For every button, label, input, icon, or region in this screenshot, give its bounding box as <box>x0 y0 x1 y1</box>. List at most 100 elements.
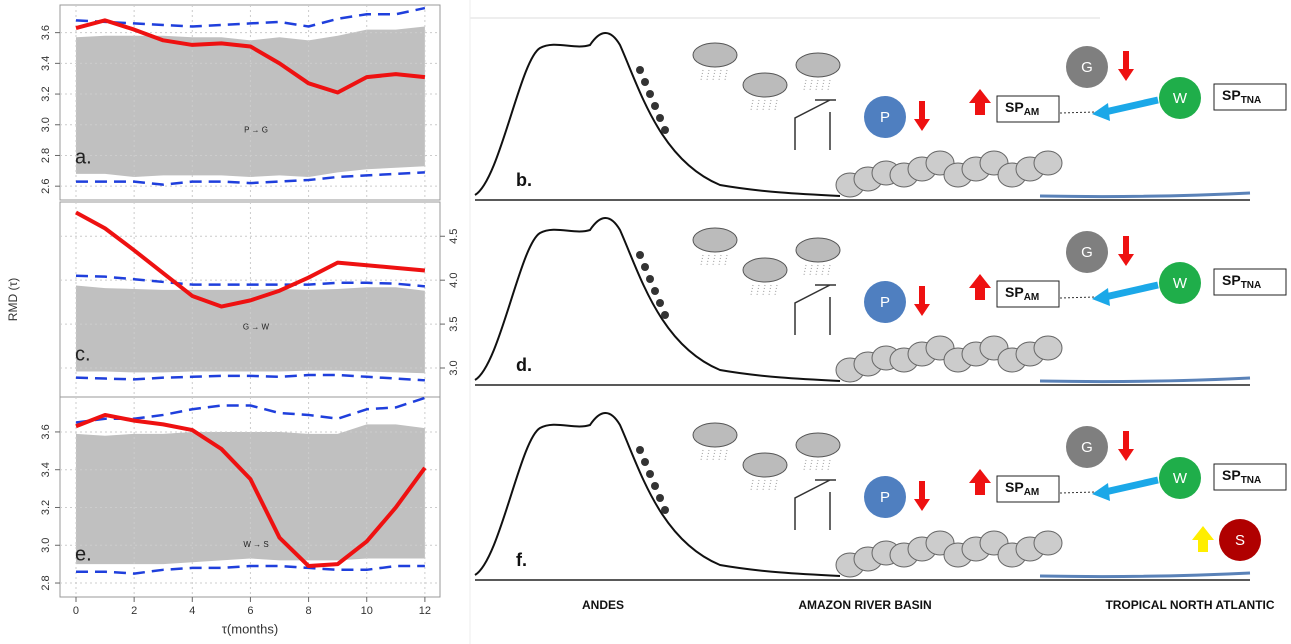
forest-tree <box>1033 530 1063 556</box>
panel-label: b. <box>516 170 532 190</box>
sp-label: SPTNA <box>1222 87 1261 106</box>
increase-arrow <box>969 469 991 495</box>
x-tick-label: 4 <box>189 605 195 617</box>
rmd-line <box>75 412 427 569</box>
variable-node <box>1066 426 1108 468</box>
slope-tree <box>651 287 659 295</box>
confidence-band <box>75 285 425 374</box>
y-tick-label: 2.8 <box>40 575 52 590</box>
panel-label: e. <box>75 543 92 565</box>
andes-mountain <box>474 217 841 382</box>
y-tick-label: 3.6 <box>40 25 52 40</box>
y-axis-label: RMD (τ) <box>6 278 20 321</box>
rain <box>762 479 766 491</box>
x-tick-label: 0 <box>73 605 79 617</box>
rain <box>821 79 825 91</box>
slope-tree <box>646 470 654 478</box>
slope-tree <box>636 446 644 454</box>
rain <box>718 69 722 81</box>
rain <box>815 79 819 91</box>
node-label: W <box>1173 275 1188 292</box>
rain <box>700 449 704 461</box>
recycling-arrows <box>794 99 836 150</box>
annotation: G → W <box>243 323 270 332</box>
sp-sub: AM <box>1024 292 1040 303</box>
y-tick-label: 3.4 <box>40 462 52 477</box>
slope-tree <box>636 66 644 74</box>
increase-arrow <box>969 89 991 115</box>
node-label: S <box>1235 532 1245 549</box>
slope-tree <box>656 299 664 307</box>
link-line <box>1059 296 1096 299</box>
rain <box>712 69 716 81</box>
region-label: AMAZON RIVER BASIN <box>798 598 931 612</box>
andes-mountain <box>474 32 841 197</box>
confidence-band <box>75 424 425 565</box>
forest-tree <box>1033 150 1063 176</box>
variable-node <box>1066 46 1108 88</box>
rain <box>821 264 825 276</box>
rain <box>700 254 704 266</box>
slope-tree <box>651 482 659 490</box>
rain <box>803 264 807 276</box>
variable-node <box>1159 262 1201 304</box>
cloud <box>692 227 738 253</box>
rain <box>750 479 754 491</box>
rain <box>750 99 754 111</box>
slope-tree <box>646 275 654 283</box>
link-line <box>1059 491 1096 494</box>
sp-box <box>996 280 1060 308</box>
rain <box>756 99 760 111</box>
cloud <box>795 52 841 78</box>
sp-sub: TNA <box>1241 95 1262 106</box>
recycling-arrows <box>794 479 836 530</box>
rain <box>756 284 760 296</box>
sp-box <box>1213 83 1287 111</box>
node-label: G <box>1081 439 1093 456</box>
node-label: P <box>880 294 890 311</box>
y-tick-label: 3.5 <box>448 316 460 331</box>
slope-tree <box>641 458 649 466</box>
rain <box>762 284 766 296</box>
envelope-line <box>75 171 425 186</box>
sp-sub: TNA <box>1241 475 1262 486</box>
variable-node <box>1066 231 1108 273</box>
sp-main: SP <box>1005 479 1024 495</box>
cloud <box>742 72 788 98</box>
rain <box>809 79 813 91</box>
rmd-line <box>75 18 426 95</box>
slope-tree <box>656 494 664 502</box>
sp-sub: AM <box>1024 487 1040 498</box>
rain <box>750 284 754 296</box>
rain <box>809 264 813 276</box>
y-tick-label: 3.2 <box>40 86 52 101</box>
slope-tree <box>656 114 664 122</box>
panel-label: d. <box>516 355 532 375</box>
region-label: ANDES <box>582 598 624 612</box>
rain <box>774 284 778 296</box>
y-tick-label: 3.0 <box>40 538 52 553</box>
slope-tree <box>661 311 669 319</box>
decrease-arrow <box>914 101 930 131</box>
sp-sub: AM <box>1024 107 1040 118</box>
rmd-line <box>75 210 426 309</box>
variable-node <box>1219 519 1261 561</box>
node-label: P <box>880 489 890 506</box>
envelope-line <box>75 6 426 28</box>
node-label: P <box>880 109 890 126</box>
x-tick-label: 10 <box>361 605 373 617</box>
decrease-arrow <box>1118 236 1134 266</box>
cloud <box>795 432 841 458</box>
sp-label: SPAM <box>1005 479 1039 498</box>
rain <box>827 459 831 471</box>
node-label: G <box>1081 59 1093 76</box>
x-tick-label: 6 <box>247 605 253 617</box>
rain <box>774 479 778 491</box>
cloud <box>795 237 841 263</box>
slope-tree <box>651 102 659 110</box>
increase-arrow <box>969 274 991 300</box>
rain <box>803 79 807 91</box>
rain <box>803 459 807 471</box>
